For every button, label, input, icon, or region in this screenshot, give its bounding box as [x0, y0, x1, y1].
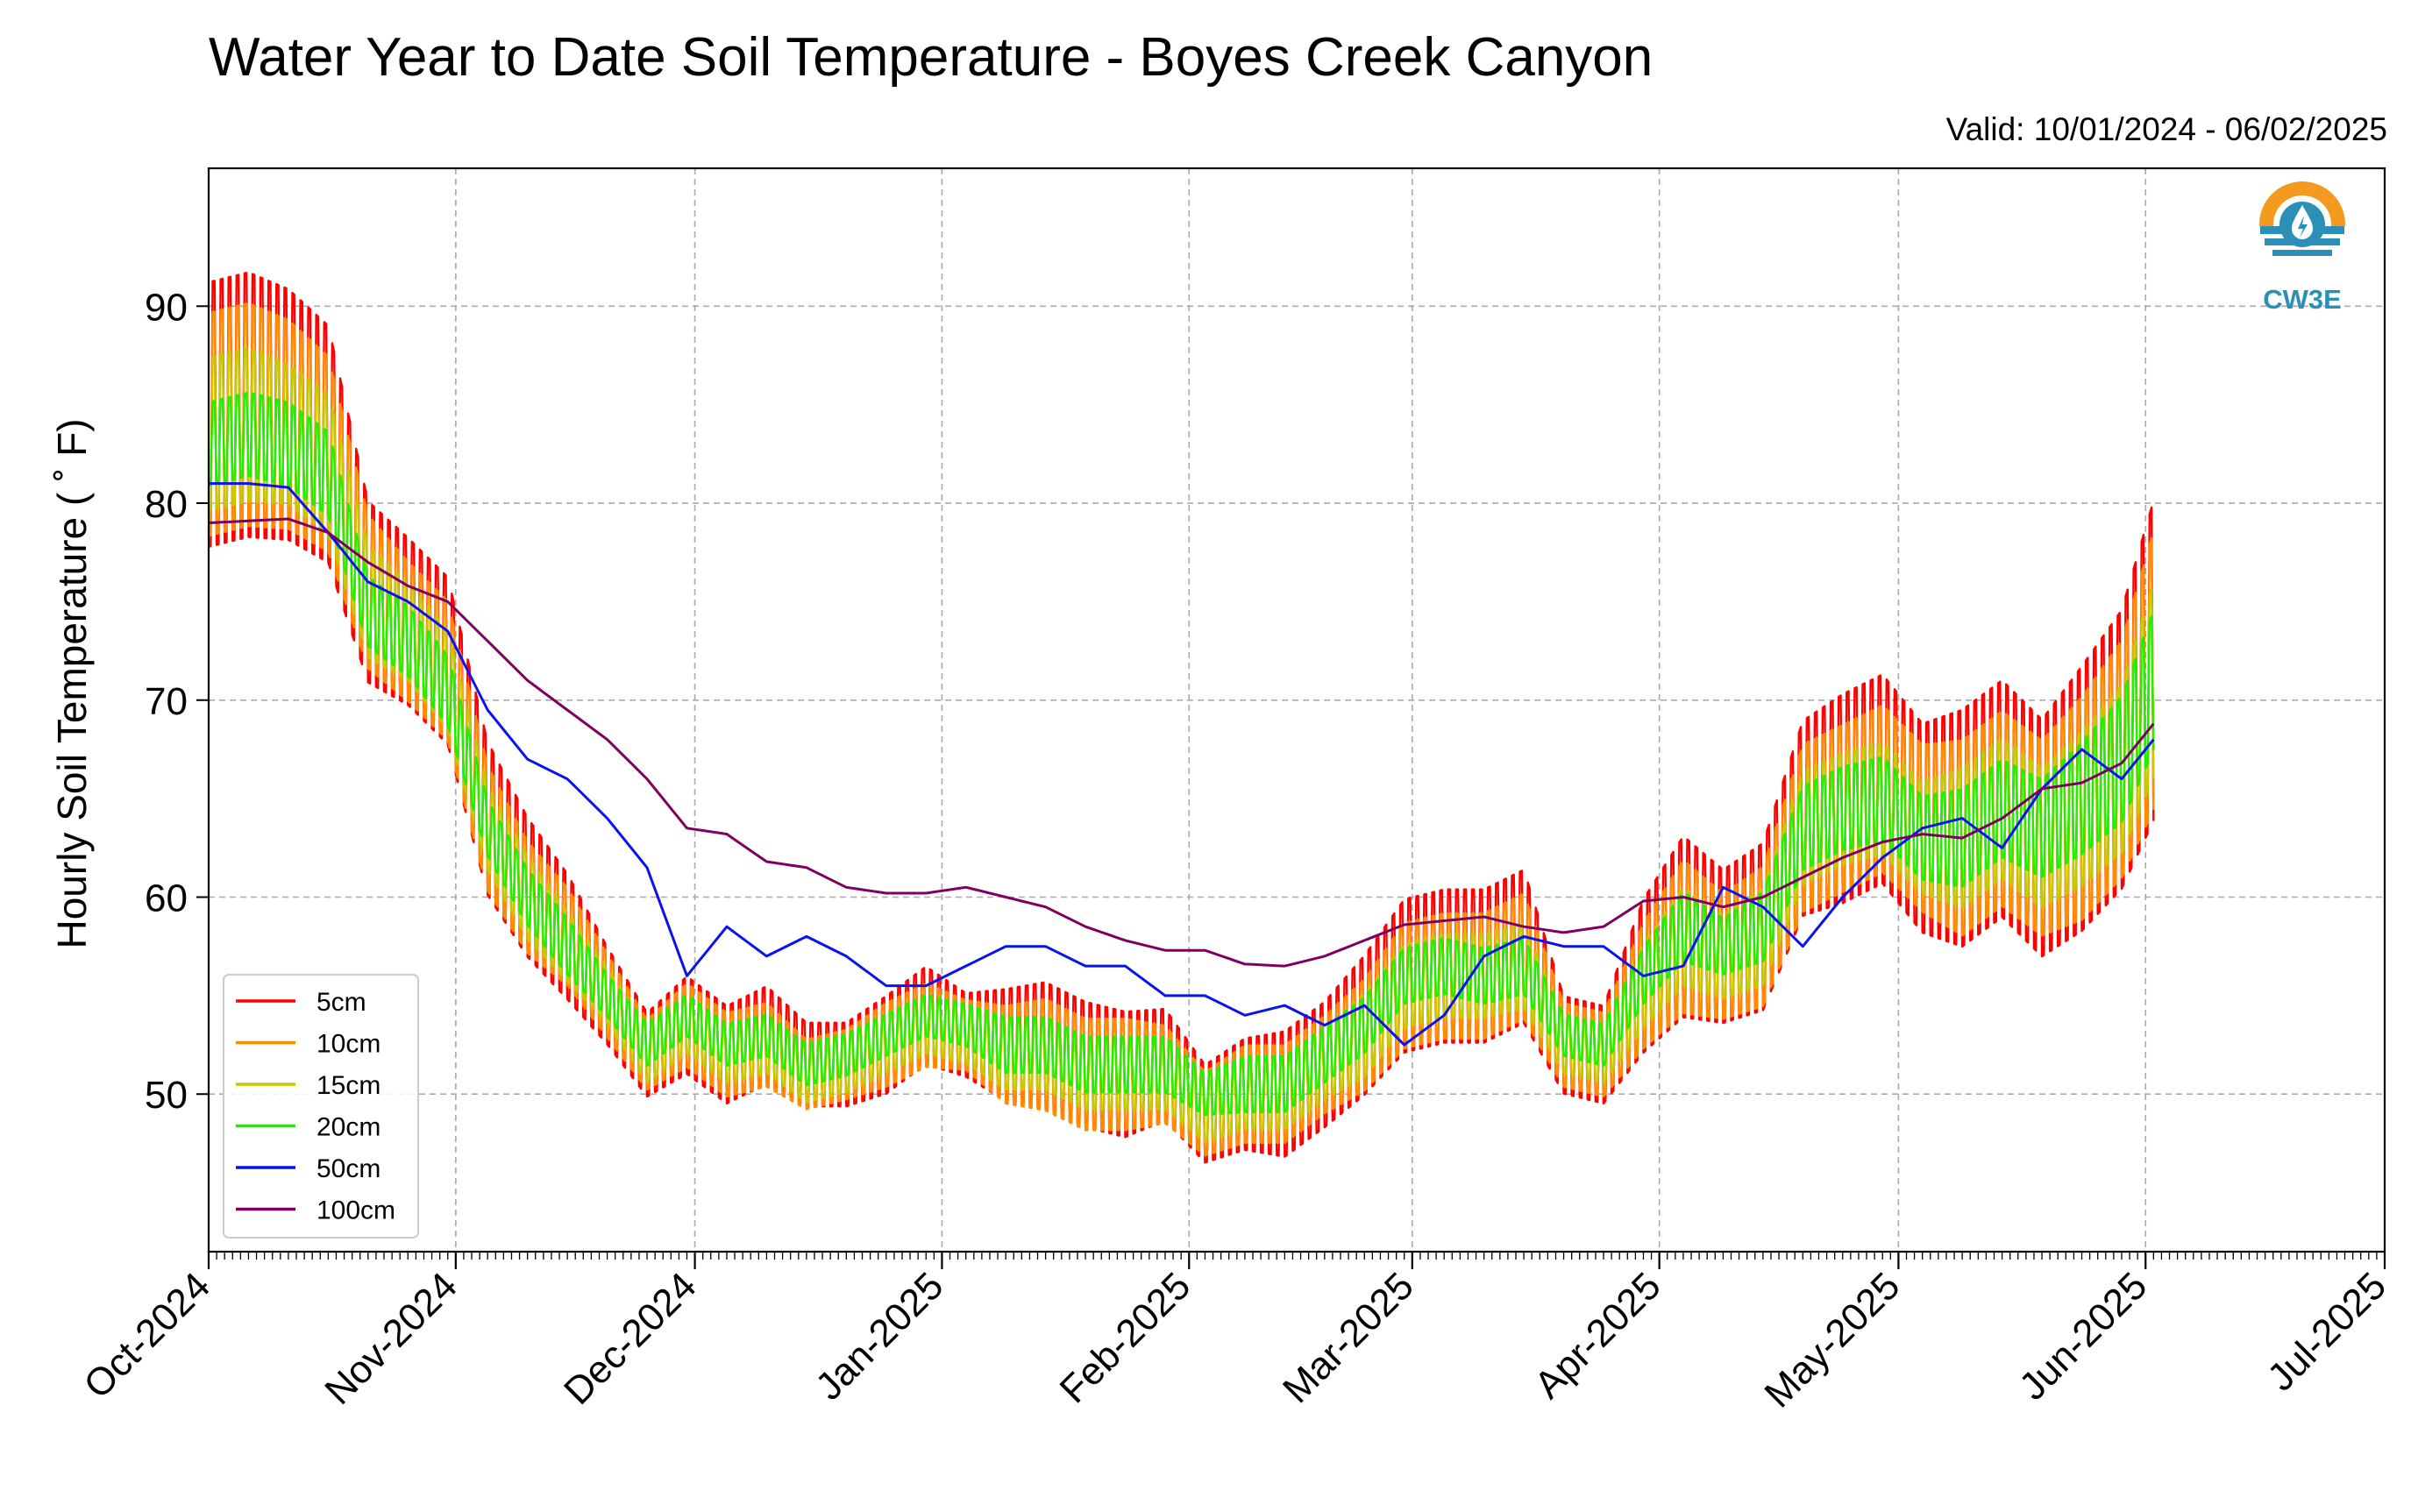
series-lines	[208, 272, 2155, 1164]
y-tick-label: 90	[145, 286, 188, 329]
legend: 5cm 10cm 15cm 20cm 50cm 100cm	[223, 974, 419, 1239]
y-tick-label: 70	[145, 680, 188, 723]
series-line-50cm	[209, 482, 2155, 1047]
chart-subtitle: Valid: 10/01/2024 - 06/02/2025	[1945, 111, 2387, 147]
series-line-10cm	[208, 302, 2155, 1157]
x-tick-label: Mar-2025	[1275, 1264, 1422, 1411]
x-tick-label: Jun-2025	[2011, 1264, 2155, 1408]
cw3e-logo-icon: CW3E	[2257, 181, 2348, 315]
x-tick-label: Oct-2024	[75, 1264, 218, 1407]
y-tick-label: 50	[145, 1074, 188, 1117]
x-tick-label: Dec-2024	[556, 1264, 705, 1413]
legend-label-100cm: 100cm	[316, 1196, 395, 1225]
axes: 50 60 70 80 90 Oct-2024 Nov-2024 Dec-2024 Jan-20…	[75, 286, 2394, 1416]
x-tick-label: Apr-2025	[1526, 1264, 1669, 1407]
legend-label-50cm: 50cm	[316, 1154, 380, 1183]
series-line-20cm	[208, 392, 2155, 1117]
plot-frame	[207, 167, 2386, 1253]
x-tick-label: Feb-2025	[1051, 1264, 1198, 1411]
legend-label-15cm: 15cm	[316, 1071, 380, 1100]
gridlines	[209, 168, 2385, 1252]
series-line-100cm	[208, 517, 2155, 968]
x-tick-label: Jan-2025	[807, 1264, 951, 1408]
chart-title: Water Year to Date Soil Temperature - Bo…	[209, 27, 1653, 88]
legend-box	[223, 974, 419, 1239]
x-tick-label: Nov-2024	[316, 1264, 466, 1413]
y-tick-label: 80	[145, 483, 188, 526]
x-tick-label: May-2025	[1756, 1264, 1908, 1416]
legend-label-5cm: 5cm	[316, 988, 366, 1017]
x-tick-label: Jul-2025	[2259, 1264, 2394, 1399]
logo-text: CW3E	[2263, 284, 2342, 315]
legend-label-20cm: 20cm	[316, 1113, 380, 1142]
legend-label-10cm: 10cm	[316, 1030, 380, 1059]
y-axis-label: Hourly Soil Temperature ( ˚ F)	[49, 418, 95, 949]
y-tick-label: 60	[145, 877, 188, 919]
